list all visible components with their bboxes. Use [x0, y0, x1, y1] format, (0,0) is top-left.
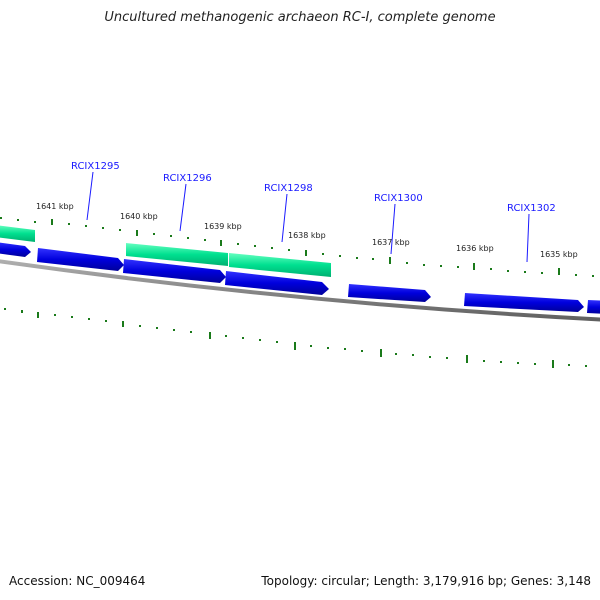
gene-arrow[interactable]	[587, 300, 600, 314]
gene-arrow[interactable]	[37, 248, 124, 271]
gene-arrow[interactable]	[0, 242, 31, 257]
gene-arrow[interactable]	[229, 253, 331, 277]
gene-label[interactable]: RCIX1300	[374, 193, 423, 204]
reverse-strand-genes	[0, 242, 600, 314]
gene-label[interactable]: RCIX1302	[507, 203, 556, 214]
kbp-label: 1638 kbp	[288, 231, 326, 240]
kbp-label: 1637 kbp	[372, 238, 410, 247]
gene-arrow[interactable]	[123, 259, 226, 283]
gene-arrow[interactable]	[348, 284, 431, 302]
gene-arrow[interactable]	[0, 225, 35, 242]
genome-backbone	[0, 259, 600, 322]
gene-label[interactable]: RCIX1295	[71, 161, 120, 172]
lower-tick-track	[4, 308, 587, 368]
gene-arrow[interactable]	[225, 271, 329, 295]
kbp-label: 1639 kbp	[204, 222, 242, 231]
genome-title: Uncultured methanogenic archaeon RC-I, c…	[104, 10, 496, 25]
kbp-scale-labels: 1641 kbp 1640 kbp 1639 kbp 1638 kbp 1637…	[36, 202, 578, 259]
kbp-label: 1640 kbp	[120, 212, 158, 221]
genome-summary-text: Topology: circular; Length: 3,179,916 bp…	[261, 574, 591, 588]
gene-arrow[interactable]	[464, 293, 584, 312]
gene-labels: RCIX1295 RCIX1296 RCIX1298 RCIX1300 RCIX…	[71, 161, 556, 214]
kbp-label: 1641 kbp	[36, 202, 74, 211]
gene-label[interactable]: RCIX1296	[163, 173, 212, 184]
gene-arrow[interactable]	[126, 243, 228, 266]
kbp-label: 1635 kbp	[540, 250, 578, 259]
gene-label[interactable]: RCIX1298	[264, 183, 313, 194]
upper-tick-track	[0, 217, 594, 277]
kbp-label: 1636 kbp	[456, 244, 494, 253]
gene-leader-lines	[86, 171, 530, 263]
forward-strand-genes	[0, 225, 331, 277]
accession-text: Accession: NC_009464	[9, 574, 146, 588]
